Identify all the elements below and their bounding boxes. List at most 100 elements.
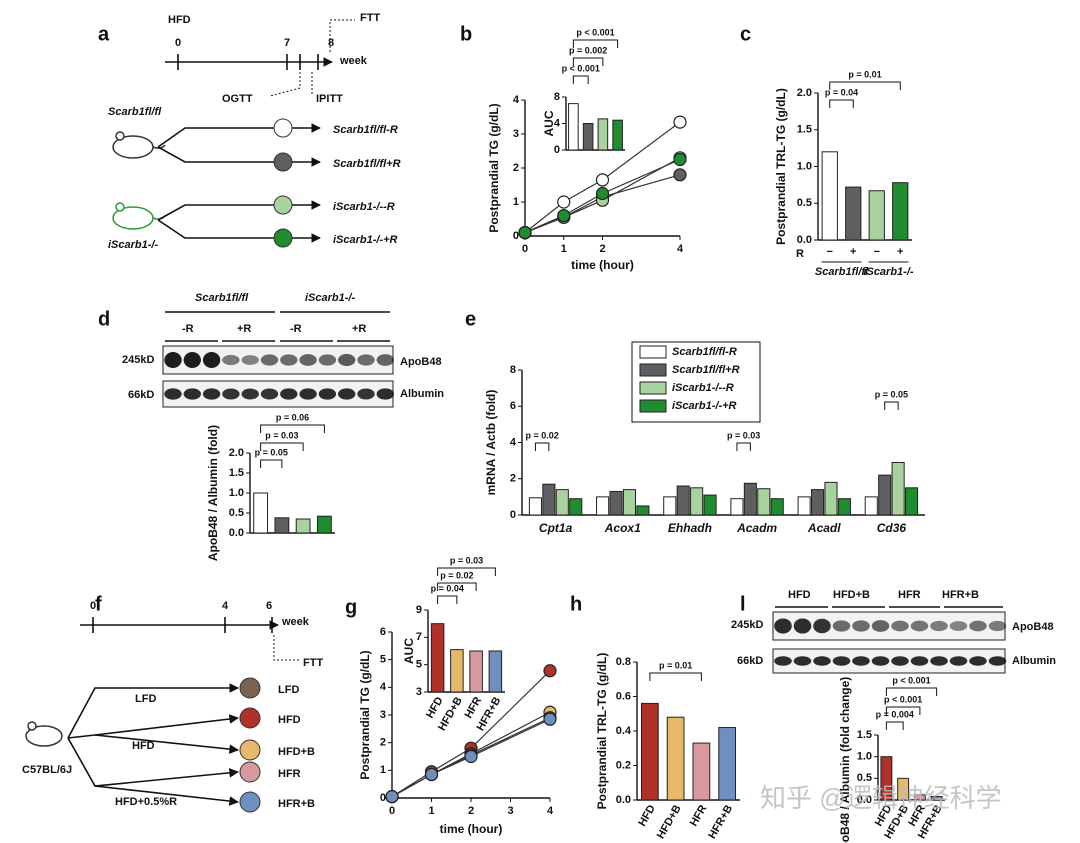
blot-band [871, 620, 890, 632]
blot-band [949, 621, 968, 631]
blot-band [338, 353, 356, 367]
point [543, 664, 557, 678]
bar [913, 794, 926, 801]
blot-band [774, 618, 792, 634]
bar [666, 716, 685, 801]
panel-letter: e [465, 308, 476, 330]
y-tick-label: 0.4 [616, 725, 632, 737]
y-axis-label: Postprandial TG (g/dL) [358, 650, 372, 779]
arm-circle [273, 152, 293, 172]
event-label: FTT [303, 657, 323, 669]
y-tick-label: 4 [380, 681, 387, 693]
arm-circle [239, 677, 261, 699]
y-tick-label: 8 [554, 91, 560, 103]
bar [797, 496, 811, 516]
bar [568, 103, 579, 151]
x-tick-label: HFR [688, 803, 710, 829]
blot-band [202, 352, 221, 368]
p-value: p < 0.001 [576, 27, 614, 37]
mouse-icon [112, 202, 166, 230]
bar [703, 494, 717, 516]
x-group-label: Scarb1fl/fl [815, 266, 869, 278]
x-factor-label: R [796, 248, 804, 260]
bar [430, 623, 445, 693]
blot-band [183, 388, 201, 400]
y-tick-label: 2 [380, 737, 386, 749]
bracket [260, 442, 304, 451]
p-value: p = 0.06 [276, 412, 309, 422]
p-value: p = 0.01 [659, 660, 692, 670]
y-tick-label: 6 [380, 626, 386, 638]
blot-band [988, 620, 1007, 632]
group-label: HFR+B [942, 589, 979, 601]
bar [878, 474, 892, 516]
blot-band [813, 618, 831, 634]
x-tick-label: HFR+B [706, 803, 735, 841]
x-tick-label: 2 [468, 805, 474, 817]
blot-band [793, 618, 812, 634]
bracket [829, 99, 854, 108]
x-tick-label: HFD+B [655, 803, 684, 841]
bar [622, 489, 637, 516]
x-tick-label: 1 [428, 805, 434, 817]
bracket [437, 595, 458, 604]
y-tick-label: 0.0 [857, 794, 872, 806]
watermark: 知乎 @逻辑神经科学 [760, 783, 1002, 813]
bracket [885, 721, 904, 730]
strain-label: C57BL/6J [22, 764, 72, 776]
y-axis-label: AUC [402, 638, 416, 664]
diet-label: HFD+0.5%R [115, 796, 177, 808]
protein-label: ApoB48 [1012, 621, 1054, 633]
bar [612, 119, 623, 151]
blot-band [222, 388, 240, 400]
blot-band [357, 354, 375, 366]
blot-band [338, 388, 356, 400]
bar [743, 482, 757, 516]
protein-label: Albumin [400, 388, 444, 400]
panel-letter: f [95, 593, 102, 615]
y-axis-label: AUC [542, 110, 556, 136]
point [673, 115, 687, 129]
blot-band [969, 656, 987, 666]
point [464, 749, 478, 764]
treatment-label: -R [182, 323, 194, 335]
point [595, 173, 610, 187]
group-label: HFR [898, 589, 921, 601]
p-value: p = 0.02 [440, 570, 473, 580]
p-value: p < 0.001 [884, 694, 922, 704]
blot-band [813, 656, 831, 666]
y-tick-label: 2 [510, 473, 516, 485]
panel-letter: l [740, 593, 746, 615]
y-tick-label: 0.6 [616, 690, 631, 702]
mouse-icon [112, 131, 166, 159]
y-tick-label: 9 [416, 604, 422, 616]
p-value: p = 0.03 [727, 430, 760, 440]
arm-label: HFR [278, 768, 301, 780]
blot-band [376, 388, 394, 400]
blot-band [793, 656, 812, 666]
timeline-unit: week [339, 55, 368, 67]
legend-label: iScarb1-/-+R [672, 400, 737, 412]
bracket [437, 567, 496, 576]
genotype-label: iScarb1-/- [305, 292, 355, 304]
arm-circle [239, 791, 261, 813]
arm-label: Scarb1fl/fl+R [333, 158, 401, 170]
timeline-label: 7 [284, 37, 290, 49]
bar [676, 485, 690, 516]
arm-label: HFD [278, 714, 301, 726]
y-tick-label: 3 [513, 128, 519, 140]
size-label: 245kD [731, 619, 763, 631]
bar [718, 727, 736, 801]
p-value: p = 0.05 [255, 447, 288, 457]
y-tick-label: 1.5 [229, 467, 244, 479]
timeline-label: 0 [175, 37, 181, 49]
x-tick-label: − [827, 246, 833, 258]
blot-band [774, 656, 792, 666]
y-axis-label: Postprandial TRL-TG (g/dL) [774, 88, 788, 245]
p-value: p = 0.05 [875, 389, 908, 399]
y-tick-label: 8 [510, 364, 516, 376]
arm-line [157, 219, 321, 243]
y-tick-label: 3 [416, 686, 422, 698]
bar [253, 492, 269, 534]
y-tick-label: 6 [510, 400, 516, 412]
